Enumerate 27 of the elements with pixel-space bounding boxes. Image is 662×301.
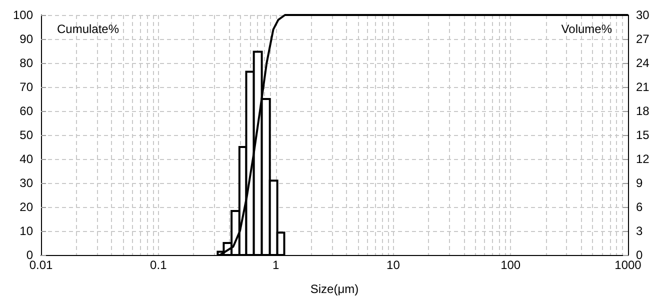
y-axis-title: Cumulate% — [57, 22, 120, 36]
x-axis-title: Size(μm) — [310, 282, 359, 296]
y-tick-label: 80 — [20, 56, 34, 70]
x-tick-label: 1 — [272, 258, 280, 272]
x-tick-label: 0.1 — [150, 258, 168, 272]
y2-tick-label: 30 — [636, 8, 650, 22]
y2-tick-label: 6 — [636, 200, 643, 214]
y-tick-label: 60 — [20, 104, 34, 118]
y2-tick-label: 12 — [636, 152, 650, 166]
y2-tick-label: 3 — [636, 224, 643, 238]
y-tick-label: 50 — [20, 128, 34, 142]
y2-tick-label: 9 — [636, 176, 643, 190]
y2-tick-label: 24 — [636, 56, 650, 70]
y-tick-label: 70 — [20, 80, 34, 94]
y2-tick-label: 18 — [636, 104, 650, 118]
y-tick-label: 20 — [20, 200, 34, 214]
y-tick-label: 10 — [20, 224, 34, 238]
x-tick-label: 10 — [386, 258, 400, 272]
y2-tick-label: 27 — [636, 32, 650, 46]
y2-tick-label: 21 — [636, 80, 650, 94]
y2-tick-label: 15 — [636, 128, 650, 142]
y-tick-label: 100 — [12, 8, 34, 22]
y-tick-label: 90 — [20, 32, 34, 46]
x-tick-label: 100 — [500, 258, 521, 272]
y2-axis-title: Volume% — [561, 22, 612, 36]
y-tick-label: 40 — [20, 152, 34, 166]
y-tick-label: 30 — [20, 176, 34, 190]
